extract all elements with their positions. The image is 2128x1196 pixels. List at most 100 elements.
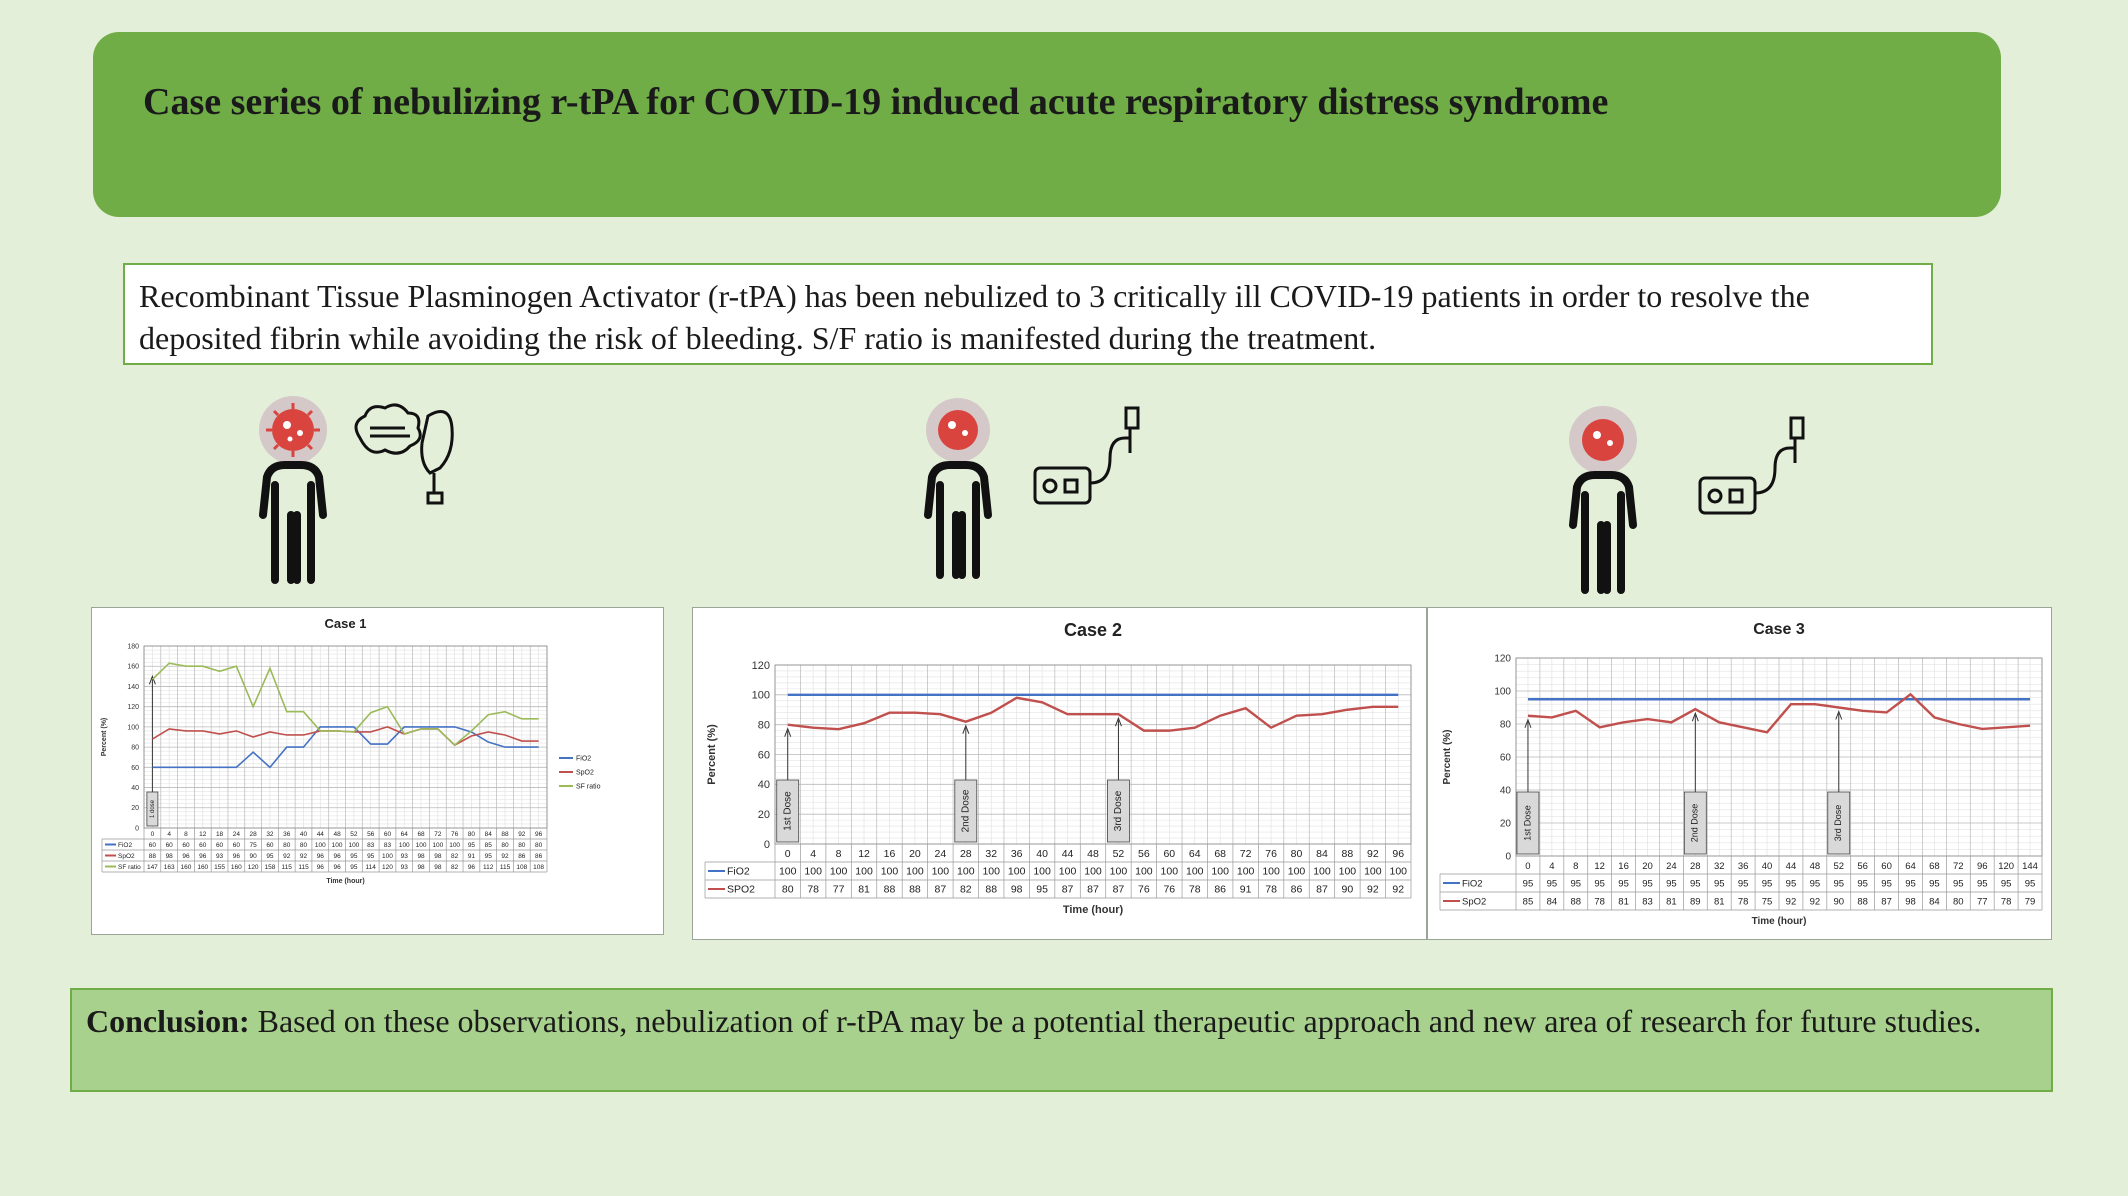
data-label: 93 <box>401 853 409 860</box>
data-label: 100 <box>1161 866 1179 878</box>
data-label: 100 <box>1390 866 1408 878</box>
data-label: 95 <box>1570 878 1581 889</box>
x-tick-label: 16 <box>884 848 896 860</box>
data-label: 100 <box>881 866 899 878</box>
data-label: 95 <box>1977 878 1988 889</box>
data-label: 78 <box>2001 896 2012 907</box>
y-tick-label: 20 <box>131 805 139 812</box>
data-label: 100 <box>416 842 427 849</box>
x-tick-label: 76 <box>1265 848 1277 860</box>
dose-marker-label: 3rd Dose <box>1113 790 1124 831</box>
nebulizer-machine-icon <box>1033 406 1140 505</box>
x-axis-label: Time (hour) <box>326 878 364 885</box>
x-tick-label: 52 <box>1113 848 1125 860</box>
chart-case-1: Case 1 0 20 40 60 80 100 120 140 160 180 Percent (%… <box>91 607 664 935</box>
series-label: SPO2 <box>727 884 755 896</box>
x-tick-label: 28 <box>960 848 972 860</box>
data-label: 100 <box>382 853 393 860</box>
data-label: 98 <box>434 853 442 860</box>
data-label: 100 <box>855 866 873 878</box>
data-label: 100 <box>1313 866 1331 878</box>
data-label: 100 <box>804 866 822 878</box>
x-tick-label: 88 <box>1342 848 1354 860</box>
data-label: 86 <box>1291 884 1303 896</box>
dose-arrow-head <box>962 724 970 734</box>
x-tick-label: 84 <box>485 831 493 838</box>
data-label: 95 <box>1762 878 1773 889</box>
x-tick-label: 8 <box>1573 861 1578 872</box>
y-tick-label: 120 <box>752 660 770 672</box>
conclusion-text: Based on these observations, nebulizatio… <box>249 1003 1982 1039</box>
data-label: 100 <box>1059 866 1077 878</box>
x-tick-label: 0 <box>785 848 791 860</box>
data-label: 87 <box>1881 896 1892 907</box>
data-label: 88 <box>909 884 921 896</box>
data-label: 83 <box>1642 896 1653 907</box>
x-tick-label: 16 <box>1618 861 1629 872</box>
x-tick-label: 72 <box>1953 861 1964 872</box>
x-tick-label: 32 <box>1714 861 1725 872</box>
data-label: 75 <box>1762 896 1773 907</box>
data-label: 96 <box>333 864 341 871</box>
x-tick-label: 56 <box>1138 848 1150 860</box>
y-tick-label: 40 <box>1500 786 1512 797</box>
data-label: 100 <box>982 866 1000 878</box>
data-label: 88 <box>985 884 997 896</box>
x-tick-label: 28 <box>250 831 258 838</box>
y-tick-label: 80 <box>758 720 770 732</box>
data-label: 100 <box>1186 866 1204 878</box>
y-tick-label: 100 <box>752 690 770 702</box>
data-label: 96 <box>199 853 207 860</box>
data-label: 80 <box>782 884 794 896</box>
dose-marker-box <box>1516 791 1540 855</box>
legend-label: FiO2 <box>576 756 591 763</box>
data-label: 77 <box>833 884 845 896</box>
data-label: 88 <box>1857 896 1868 907</box>
x-tick-label: 0 <box>1525 861 1530 872</box>
series-line-spo2 <box>787 696 1399 732</box>
data-label: 78 <box>1594 896 1605 907</box>
data-label: 80 <box>518 842 526 849</box>
x-tick-label: 92 <box>1367 848 1379 860</box>
data-label: 112 <box>483 864 494 871</box>
data-label: 96 <box>333 853 341 860</box>
x-tick-label: 84 <box>1316 848 1328 860</box>
x-axis-label: Time (hour) <box>1752 916 1807 927</box>
x-tick-label: 68 <box>417 831 425 838</box>
data-label: 100 <box>957 866 975 878</box>
data-label: 95 <box>367 853 375 860</box>
x-tick-label: 36 <box>1738 861 1749 872</box>
x-tick-label: 4 <box>167 831 171 838</box>
dose-marker-box <box>954 779 978 843</box>
x-tick-label: 144 <box>2022 861 2038 872</box>
x-tick-label: 28 <box>1690 861 1701 872</box>
data-label: 115 <box>282 864 293 871</box>
data-label: 100 <box>830 866 848 878</box>
legend-label: SF ratio <box>576 784 601 791</box>
x-tick-label: 32 <box>985 848 997 860</box>
x-tick-label: 18 <box>216 831 224 838</box>
patient-virus-icon <box>924 398 992 579</box>
page-title: Case series of nebulizing r-tPA for COVI… <box>143 81 1609 123</box>
data-label: 86 <box>535 853 543 860</box>
data-label: 92 <box>1392 884 1404 896</box>
series-label: FiO2 <box>1462 878 1483 889</box>
data-label: 60 <box>166 842 174 849</box>
x-tick-label: 20 <box>909 848 921 860</box>
y-tick-label: 0 <box>1505 852 1511 863</box>
x-tick-label: 76 <box>451 831 459 838</box>
data-label: 100 <box>1364 866 1382 878</box>
data-label: 96 <box>317 864 325 871</box>
x-tick-label: 64 <box>1905 861 1916 872</box>
data-label: 88 <box>1570 896 1581 907</box>
data-label: 98 <box>417 853 425 860</box>
data-label: 90 <box>250 853 258 860</box>
data-label: 95 <box>2025 878 2036 889</box>
data-label: 95 <box>1523 878 1534 889</box>
dose-marker-box <box>1683 791 1707 855</box>
x-tick-label: 72 <box>434 831 442 838</box>
data-label: 90 <box>1833 896 1844 907</box>
x-tick-label: 80 <box>1291 848 1303 860</box>
